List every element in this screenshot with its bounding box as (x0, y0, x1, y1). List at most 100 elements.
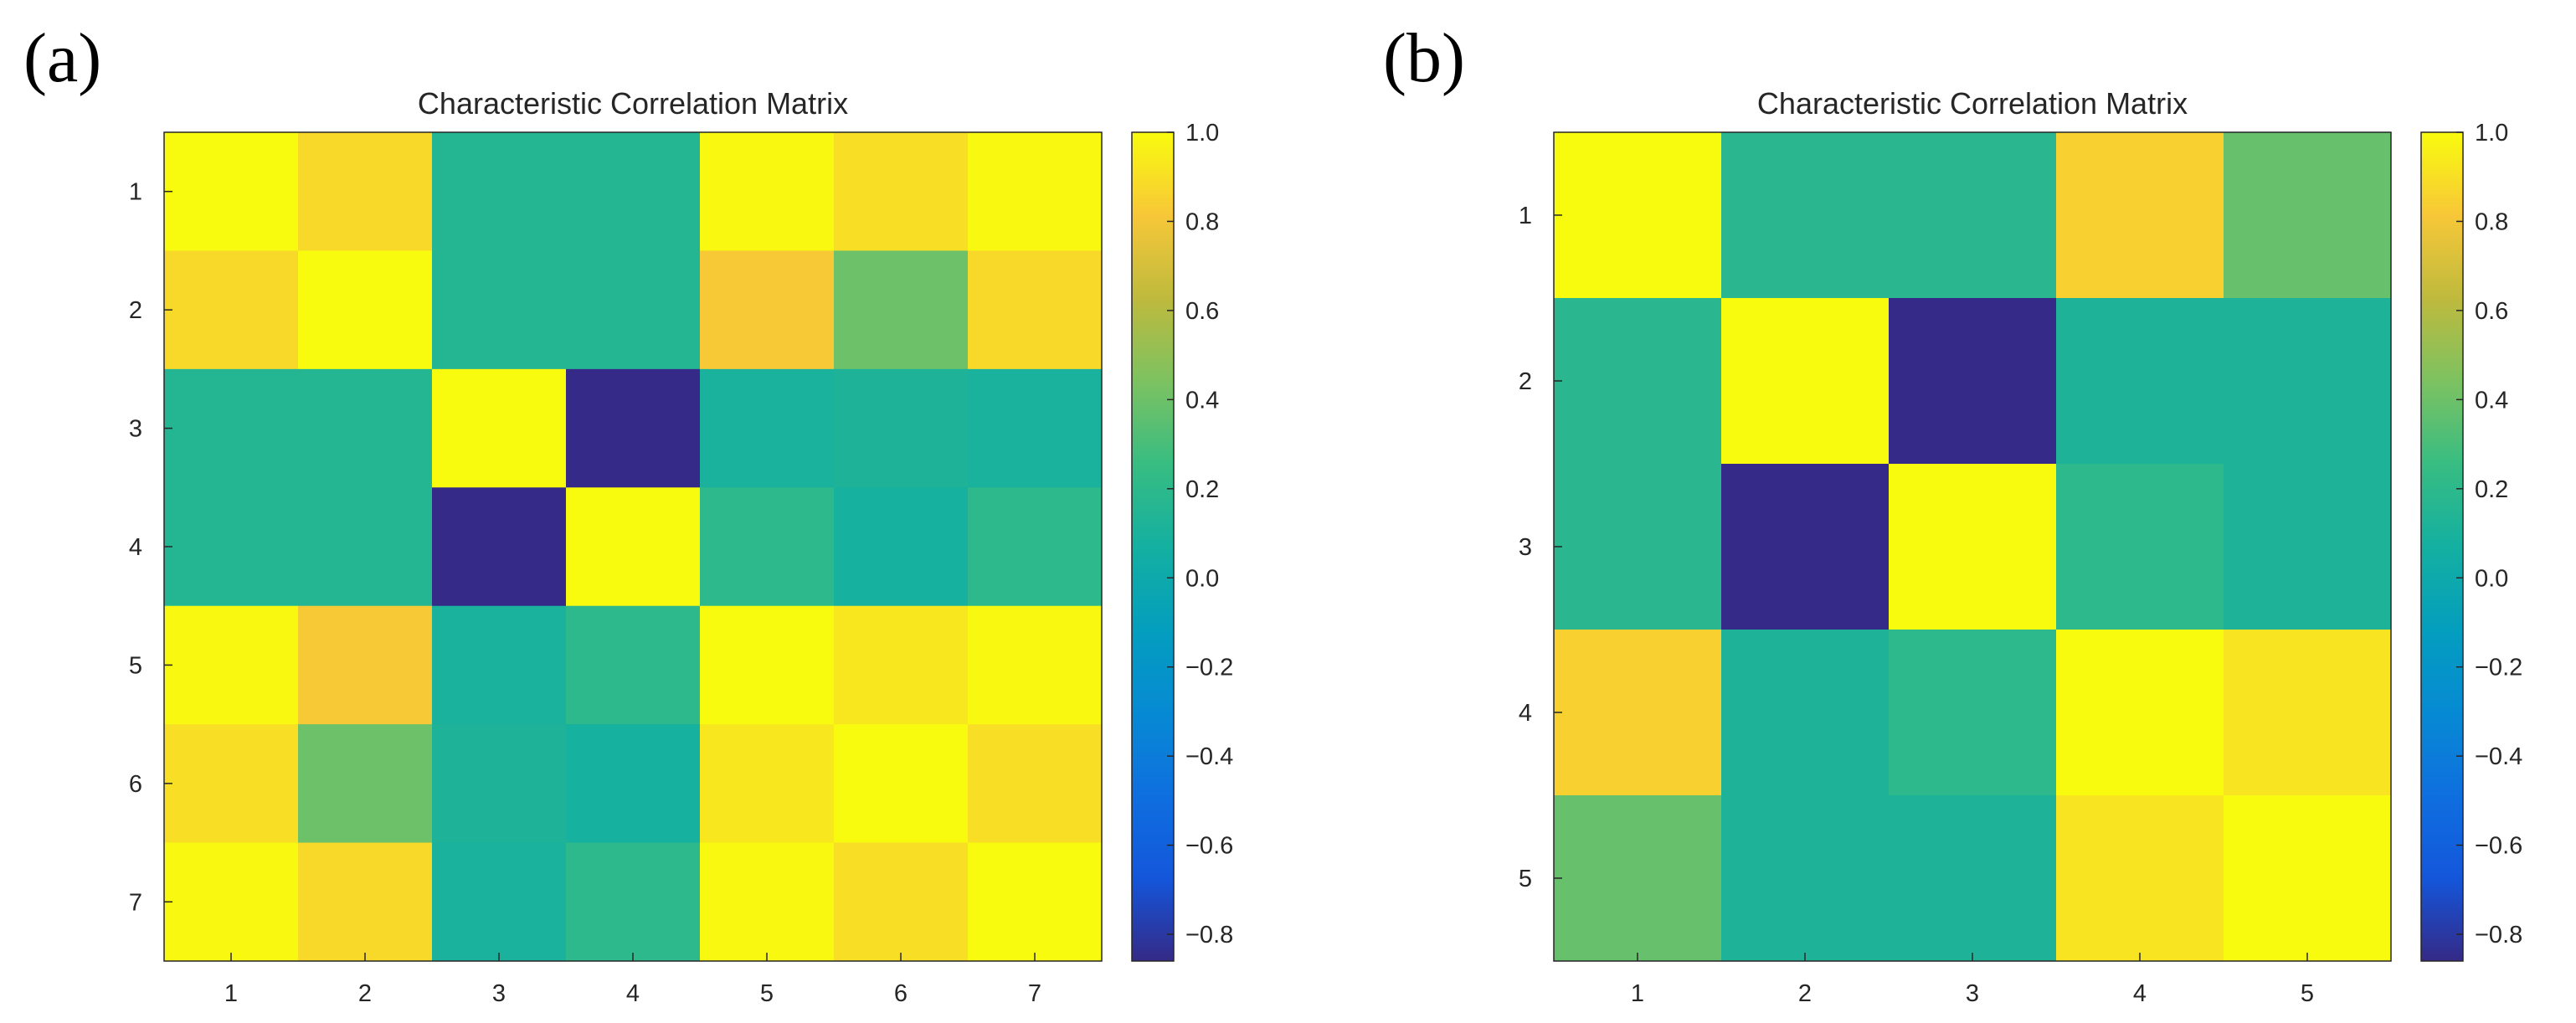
heatmap-panel-a: (a) Characteristic Correlation Matrix 1 2 3… (0, 0, 1239, 1023)
heatmap-cell (432, 605, 567, 725)
heatmap-cell (2224, 464, 2392, 630)
heatmap-cell (2224, 132, 2392, 299)
heatmap-cell (1721, 298, 1890, 465)
heatmap-cell (1554, 795, 1722, 962)
y-tick-label: 2 (1519, 368, 1532, 395)
heatmap-cell (1889, 298, 2057, 465)
panel-label: (b) (1383, 19, 1465, 97)
colorbar-tick-label: −0.8 (1185, 922, 1233, 948)
heatmap-cell (968, 605, 1103, 725)
heatmap-cell (164, 132, 299, 251)
heatmap-cell (834, 724, 969, 844)
heatmap-cell (566, 605, 701, 725)
colorbar (1131, 131, 1175, 962)
colorbar-tick-label: −0.6 (2475, 833, 2522, 860)
heatmap-cell (968, 487, 1103, 607)
heatmap-cell (700, 487, 835, 607)
heatmap-cell (1721, 630, 1890, 796)
heatmap-cell (298, 842, 433, 962)
heatmap-cell (968, 724, 1103, 844)
heatmap-cell (298, 487, 433, 607)
heatmap-cell (432, 132, 567, 251)
heatmap-cell (834, 842, 969, 962)
colorbar-tick-label: 0.4 (1185, 387, 1219, 414)
heatmap-cell (164, 487, 299, 607)
x-tick-label: 3 (492, 980, 506, 1007)
heatmap-cell (968, 842, 1103, 962)
heatmap-cell (1889, 132, 2057, 299)
heatmap-cell (432, 842, 567, 962)
colorbar-tick-label: 0.4 (2475, 387, 2508, 414)
heatmap-cell (2056, 132, 2224, 299)
colorbar-tick-label: 0.2 (1185, 476, 1219, 503)
heatmap-cell (164, 724, 299, 844)
heatmap-cell (834, 605, 969, 725)
heatmap-cell (968, 132, 1103, 251)
x-tick-label: 3 (1966, 980, 1979, 1007)
heatmap-cell (432, 724, 567, 844)
heatmap-cell (700, 368, 835, 488)
y-tick-label: 3 (129, 416, 142, 443)
heatmap-cell (2224, 795, 2392, 962)
y-tick-label: 3 (1519, 534, 1532, 561)
heatmap-cell (968, 368, 1103, 488)
heatmap-panel-b: (b) Characteristic Correlation Matrix 1 2 3… (1373, 0, 2576, 1023)
colorbar-tick-label: 0.2 (2475, 476, 2508, 503)
colorbar-tick-label: 0.8 (1185, 208, 1219, 235)
heatmap-cell (1554, 132, 1722, 299)
heatmap-cell (834, 132, 969, 251)
colorbar-tick-label: 0.0 (2475, 565, 2508, 592)
heatmap-cell (1721, 132, 1890, 299)
colorbar-tick-label: 0.6 (1185, 298, 1219, 325)
heatmap-cell (700, 605, 835, 725)
x-tick-label: 1 (224, 980, 238, 1007)
x-tick-label: 1 (1631, 980, 1644, 1007)
heatmap-cell (298, 132, 433, 251)
heatmap-cell (1554, 630, 1722, 796)
heatmap-cell (566, 842, 701, 962)
heatmap-cell (1889, 630, 2057, 796)
colorbar-tick-label: −0.2 (1185, 655, 1233, 681)
heatmap-cell (1554, 464, 1722, 630)
colorbar-tick-label: −0.2 (2475, 655, 2522, 681)
heatmap-cell (1554, 298, 1722, 465)
heatmap-cell (566, 132, 701, 251)
heatmap-cell (298, 368, 433, 488)
heatmap-cell (432, 368, 567, 488)
colorbar-tick-label: −0.4 (2475, 743, 2522, 770)
heatmap-cell (968, 250, 1103, 370)
heatmap-cell (566, 724, 701, 844)
heatmap-cell (566, 487, 701, 607)
y-tick-label: 6 (129, 771, 142, 798)
colorbar-tick-label: 0.8 (2475, 208, 2508, 235)
heatmap-cell (298, 605, 433, 725)
heatmap-cell (2056, 464, 2224, 630)
x-tick-label: 4 (2133, 980, 2147, 1007)
heatmap-cell (2224, 630, 2392, 796)
heatmap-cell (700, 842, 835, 962)
heatmap-chart-b: Characteristic Correlation Matrix 1 2 3 4 5 1 2… (1519, 86, 2522, 1007)
x-tick-label: 4 (626, 980, 640, 1007)
heatmap-cell (1721, 464, 1890, 630)
heatmap-cell (2056, 298, 2224, 465)
heatmap-cell (700, 250, 835, 370)
y-tick-label: 1 (1519, 203, 1532, 229)
heatmap-chart-a: Characteristic Correlation Matrix 1 2 3 4 5 6 7… (129, 86, 1233, 1007)
colorbar-tick-label: 0.6 (2475, 298, 2508, 325)
heatmap-cell (700, 724, 835, 844)
chart-title: Characteristic Correlation Matrix (1757, 86, 2188, 121)
heatmap-cell (834, 487, 969, 607)
y-tick-label: 2 (129, 297, 142, 324)
colorbar-tick-label: −0.8 (2475, 922, 2522, 948)
colorbar (2420, 131, 2464, 962)
heatmap-cell (1889, 795, 2057, 962)
colorbar-tick-label: 1.0 (1185, 120, 1219, 147)
heatmap-cell (164, 842, 299, 962)
x-tick-label: 6 (894, 980, 908, 1007)
y-tick-label: 5 (129, 652, 142, 679)
heatmap-cell (164, 250, 299, 370)
x-tick-label: 7 (1028, 980, 1041, 1007)
heatmap-cell (834, 250, 969, 370)
heatmap-cell (566, 368, 701, 488)
colorbar-tick-label: −0.4 (1185, 743, 1233, 770)
